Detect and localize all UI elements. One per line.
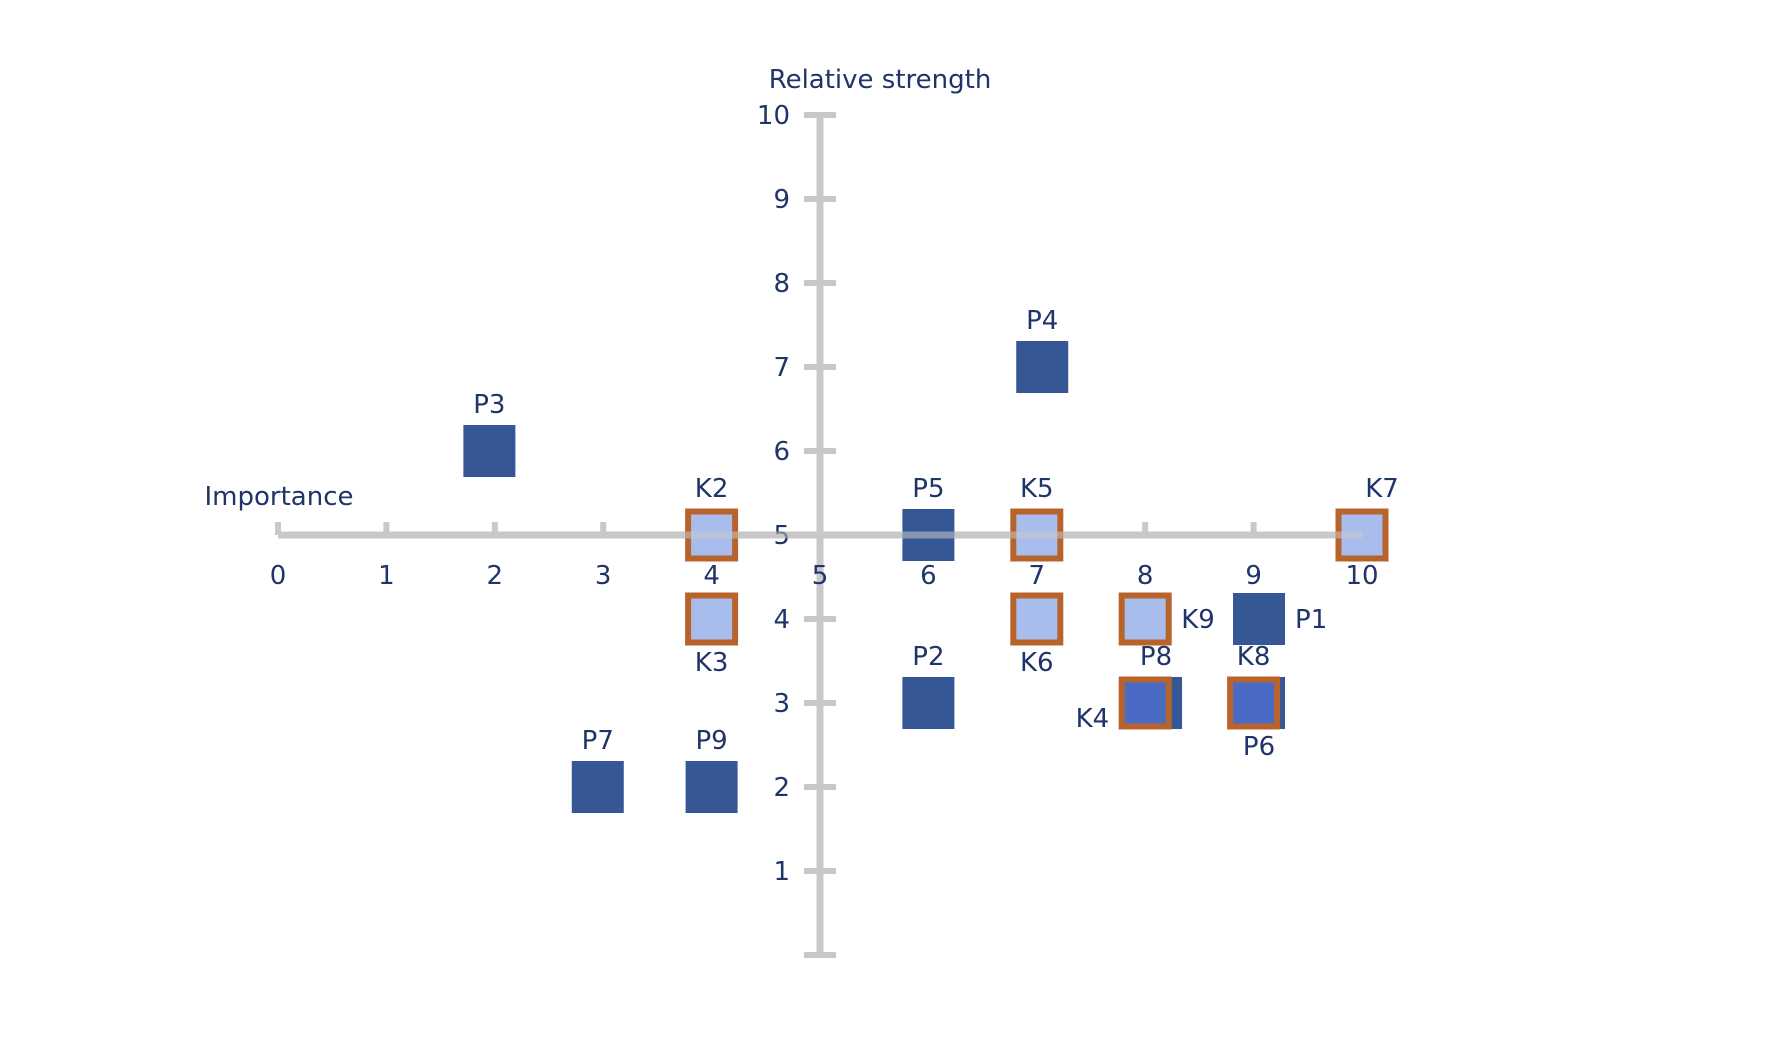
- point-marker-p1: [1233, 593, 1286, 645]
- point-labels: P1 P2 P3 P4 P5 P6 P7 P8 P9 K2 K3 K4 K5 K6 K7 K8 K9: [473, 306, 1399, 762]
- y-tick-label: 3: [773, 689, 790, 719]
- x-tick-label: 8: [1137, 561, 1154, 591]
- x-tick-label: 1: [378, 561, 395, 591]
- point-label-k8: K8: [1237, 642, 1271, 672]
- point-marker-p9: [685, 761, 738, 813]
- y-tick-label: 4: [773, 605, 790, 635]
- point-marker-p2: [902, 677, 955, 729]
- y-axis-ticks: 1 2 3 45 6 7 8 9 10: [757, 101, 836, 958]
- point-marker-k9: [1118, 592, 1172, 646]
- y-tick-label: 7: [773, 353, 790, 383]
- x-tick-label: 5: [812, 561, 829, 591]
- y-tick-label: 2: [773, 773, 790, 803]
- x-tick-label: 6: [920, 561, 937, 591]
- point-label-p6: P6: [1243, 732, 1275, 762]
- point-label-p3: P3: [473, 390, 505, 420]
- y-tick-label: 9: [773, 185, 790, 215]
- point-label-p5: P5: [912, 474, 944, 504]
- point-label-k2: K2: [695, 474, 729, 504]
- point-marker-p4: [1016, 341, 1069, 393]
- x-tick-label: 3: [595, 561, 612, 591]
- y-axis-title: Relative strength: [769, 65, 992, 95]
- point-marker-k8: [1227, 676, 1281, 730]
- point-marker-k3: [685, 592, 739, 646]
- point-label-k9: K9: [1181, 605, 1215, 635]
- x-tick-label: 4: [703, 561, 720, 591]
- x-tick-label: 7: [1029, 561, 1046, 591]
- x-tick-label: 2: [487, 561, 504, 591]
- point-label-k7: K7: [1365, 474, 1399, 504]
- point-label-p1: P1: [1295, 605, 1327, 635]
- x-axis-title: Importance: [205, 482, 354, 512]
- y-tick-label: 6: [773, 437, 790, 467]
- x-tick-label: 10: [1345, 561, 1378, 591]
- point-marker-p7: [571, 761, 624, 813]
- point-label-p8: P8: [1140, 642, 1172, 672]
- point-label-k4: K4: [1076, 704, 1110, 734]
- x-tick-label: 9: [1245, 561, 1262, 591]
- x-axis-ticks: 0 1 2 3 4 5 6 7 8 9 10: [270, 522, 1379, 591]
- point-label-p2: P2: [912, 642, 944, 672]
- y-tick-label: 8: [773, 269, 790, 299]
- point-label-p4: P4: [1026, 306, 1058, 336]
- y-tick-label: 10: [757, 101, 790, 131]
- point-marker-p3: [463, 425, 516, 477]
- data-points: [463, 341, 1389, 813]
- point-label-k6: K6: [1020, 648, 1054, 678]
- x-tick-label: 0: [270, 561, 287, 591]
- point-marker-k4: [1118, 676, 1172, 730]
- point-marker-k6: [1010, 592, 1064, 646]
- point-label-k3: K3: [695, 648, 729, 678]
- point-label-p9: P9: [695, 726, 727, 756]
- point-label-p7: P7: [582, 726, 614, 756]
- point-label-k5: K5: [1020, 474, 1054, 504]
- y-tick-label: 1: [773, 857, 790, 887]
